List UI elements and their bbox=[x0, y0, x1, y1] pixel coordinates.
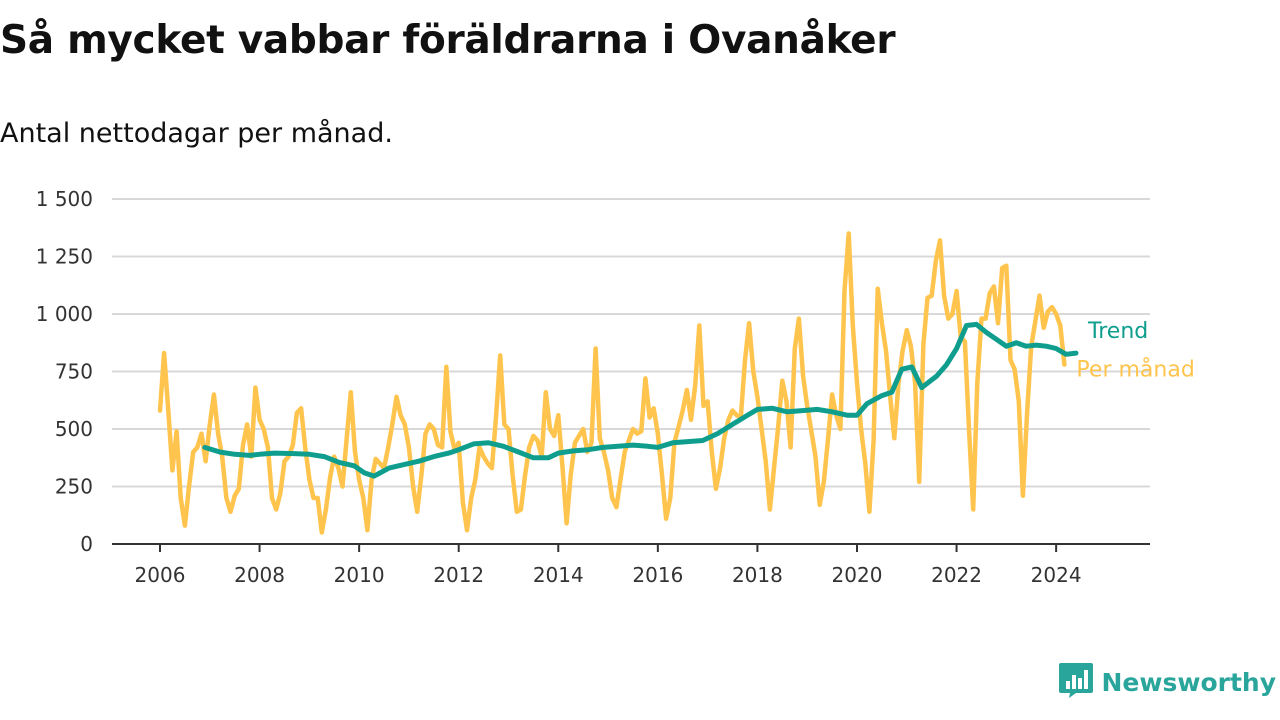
page-title: Så mycket vabbar föräldrarna i Ovanåker bbox=[0, 18, 896, 63]
y-tick-label: 1 000 bbox=[36, 302, 93, 326]
y-tick-label: 1 250 bbox=[36, 245, 93, 269]
x-tick-label: 2012 bbox=[433, 563, 484, 587]
x-tick-label: 2018 bbox=[732, 563, 783, 587]
x-tick-label: 2022 bbox=[931, 563, 982, 587]
x-tick-label: 2008 bbox=[234, 563, 285, 587]
x-tick-label: 2006 bbox=[135, 563, 186, 587]
bar-chart-logo-icon bbox=[1058, 661, 1094, 704]
x-axis: 2006 2008 2010 2012 2014 2016 2018 2020 2022 2024 bbox=[112, 543, 1150, 587]
series-line-trend bbox=[202, 321, 1079, 479]
y-tick-label: 0 bbox=[80, 532, 93, 556]
series-label-per-manad: Per månad bbox=[1076, 357, 1194, 383]
x-tick-label: 2014 bbox=[533, 563, 584, 587]
y-tick-label: 750 bbox=[55, 360, 93, 384]
x-tick-label: 2016 bbox=[632, 563, 683, 587]
x-tick-label: 2010 bbox=[334, 563, 385, 587]
brand-name: Newsworthy bbox=[1101, 668, 1277, 697]
y-axis: 0 250 500 750 1 000 1 250 1 500 bbox=[36, 187, 93, 556]
y-tick-label: 1 500 bbox=[36, 187, 93, 211]
x-tick-label: 2024 bbox=[1031, 563, 1082, 587]
y-tick-label: 500 bbox=[55, 417, 93, 441]
series-label-trend: Trend bbox=[1087, 319, 1148, 344]
y-tick-label: 250 bbox=[55, 475, 93, 499]
x-tick-label: 2020 bbox=[832, 563, 883, 587]
brand-logo[interactable]: Newsworthy bbox=[1058, 661, 1277, 704]
series-labels: Trend Per månad bbox=[1076, 319, 1194, 383]
series bbox=[157, 231, 1079, 535]
chart-subtitle: Antal nettodagar per månad. bbox=[0, 118, 393, 149]
